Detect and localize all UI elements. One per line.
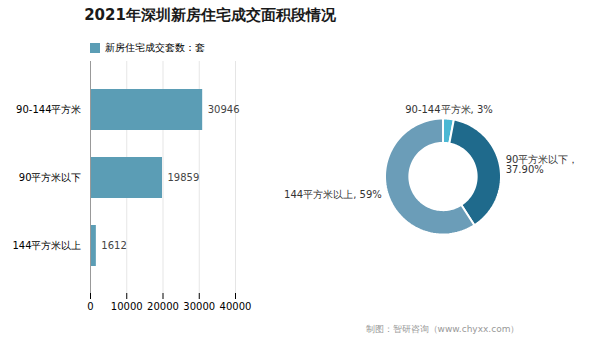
svg-text:40000: 40000 [220,301,252,312]
svg-text:30946: 30946 [208,104,240,115]
svg-text:0: 0 [87,301,93,312]
svg-text:90平方米以下，37.90%: 90平方米以下，37.90% [506,154,579,175]
svg-text:19859: 19859 [167,172,199,183]
svg-text:90平方米以下: 90平方米以下 [19,172,82,183]
svg-text:10000: 10000 [111,301,143,312]
svg-text:90-144平方米, 3%: 90-144平方米, 3% [405,104,493,115]
svg-text:144平方米以上: 144平方米以上 [12,240,81,251]
svg-text:30000: 30000 [183,301,215,312]
svg-text:144平方米以上, 59%: 144平方米以上, 59% [284,189,382,200]
html-text:新房住宅成交套数：套: 新房住宅成交套数：套 [105,41,205,53]
svg-text:1612: 1612 [101,240,126,251]
html-text:制图：智研咨询（www.chyxx.com）: 制图：智研咨询（www.chyxx.com） [365,324,520,334]
svg-text:90-144平方米: 90-144平方米 [16,104,81,115]
svg-text:20000: 20000 [147,301,179,312]
html-text:2021年深圳新房住宅成交面积段情况: 2021年深圳新房住宅成交面积段情况 [84,6,336,24]
